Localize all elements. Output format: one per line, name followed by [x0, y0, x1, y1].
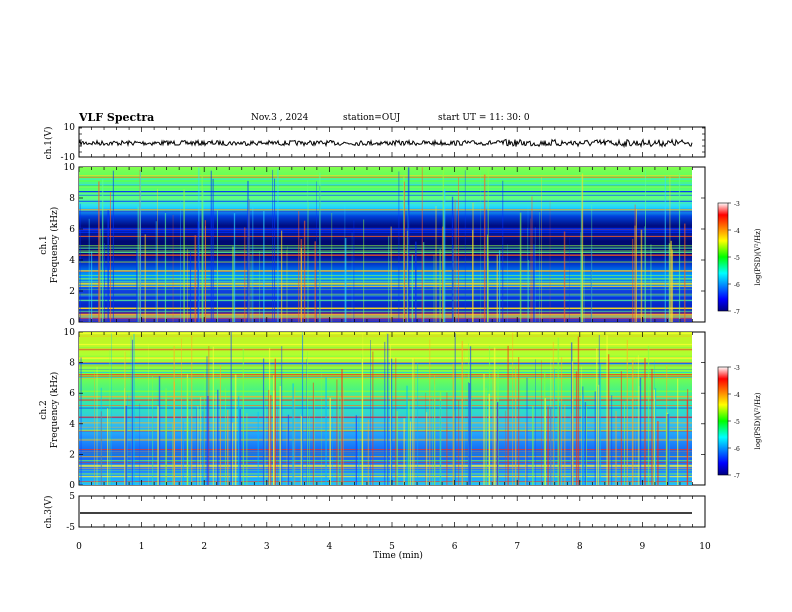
- colorbar1: [717, 202, 729, 312]
- y-tick-label: 2: [69, 287, 75, 297]
- y-tick-label: 8: [69, 194, 75, 204]
- ch2-spectrogram: [79, 332, 692, 485]
- date-label: Nov.3 , 2024: [251, 113, 309, 123]
- ch1-waveform-trace: [79, 138, 693, 149]
- colorbar-tick-label: -3: [734, 365, 740, 372]
- x-tick-label: 5: [389, 542, 395, 552]
- colorbar-tick-label: -5: [734, 419, 740, 426]
- y-tick-label: 2: [69, 450, 75, 460]
- y-tick-label: 4: [69, 256, 75, 266]
- colorbar-tick-label: -3: [734, 201, 740, 208]
- x-tick-label: 8: [577, 542, 583, 552]
- station-label: station=OUJ: [343, 113, 401, 123]
- colorbar2: [717, 366, 729, 476]
- x-tick-label: 2: [201, 542, 207, 552]
- ch1-spectrogram: [79, 167, 692, 322]
- y-tick-label: 8: [69, 359, 75, 369]
- colorbar-tick-label: -4: [734, 392, 740, 399]
- x-tick-label: 4: [327, 542, 333, 552]
- y-tick-label: 0: [69, 318, 75, 328]
- x-tick-label: 7: [514, 542, 520, 552]
- colorbar-tick-label: -5: [734, 255, 740, 262]
- y-tick-label: 6: [69, 389, 75, 399]
- x-axis-label: Time (min): [373, 550, 423, 561]
- x-tick-label: 3: [264, 542, 270, 552]
- y-tick-label: 4: [69, 420, 75, 430]
- y-tick-label: -5: [66, 523, 75, 533]
- colorbar-tick-label: -7: [734, 473, 740, 480]
- y-tick-label: 6: [69, 225, 75, 235]
- start-ut-label: start UT = 11: 30: 0: [438, 113, 530, 123]
- x-tick-label: 6: [452, 542, 458, 552]
- y-tick-label: 10: [64, 163, 76, 173]
- colorbar-tick-label: -6: [734, 446, 740, 453]
- x-tick-label: 9: [640, 542, 646, 552]
- colorbar-tick-label: -4: [734, 228, 740, 235]
- colorbar-tick-label: -7: [734, 309, 740, 316]
- chart-title: VLF Spectra: [79, 111, 155, 124]
- y-tick-label: 10: [64, 123, 76, 133]
- x-tick-label: 10: [699, 542, 711, 552]
- x-tick-label: 0: [76, 542, 82, 552]
- y-tick-label: -10: [61, 153, 76, 163]
- colorbar-tick-label: -6: [734, 282, 740, 289]
- y-tick-label: 0: [69, 481, 75, 491]
- x-tick-label: 1: [139, 542, 145, 552]
- y-tick-label: 10: [64, 328, 76, 338]
- y-tick-label: 5: [69, 492, 75, 502]
